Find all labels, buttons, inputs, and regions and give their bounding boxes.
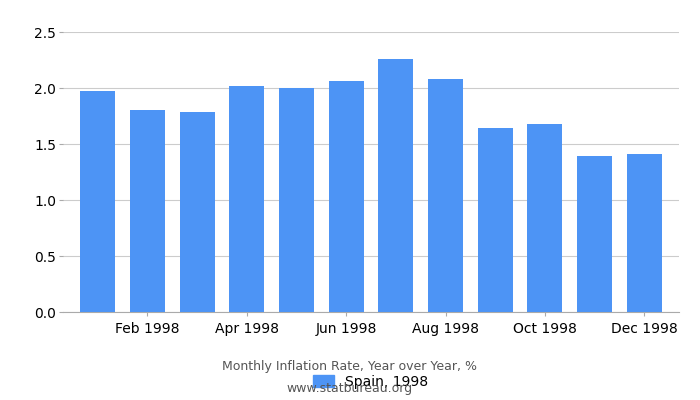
Text: Monthly Inflation Rate, Year over Year, %: Monthly Inflation Rate, Year over Year, … xyxy=(223,360,477,373)
Bar xyxy=(230,86,264,312)
Bar xyxy=(478,128,512,312)
Bar xyxy=(329,81,363,312)
Bar xyxy=(626,154,662,312)
Bar xyxy=(578,156,612,312)
Bar xyxy=(428,79,463,312)
Bar xyxy=(130,110,164,312)
Bar xyxy=(379,59,413,312)
Bar xyxy=(279,88,314,312)
Legend: Spain, 1998: Spain, 1998 xyxy=(308,369,434,394)
Bar xyxy=(80,91,116,312)
Bar xyxy=(180,112,214,312)
Text: www.statbureau.org: www.statbureau.org xyxy=(287,382,413,395)
Bar xyxy=(528,124,562,312)
